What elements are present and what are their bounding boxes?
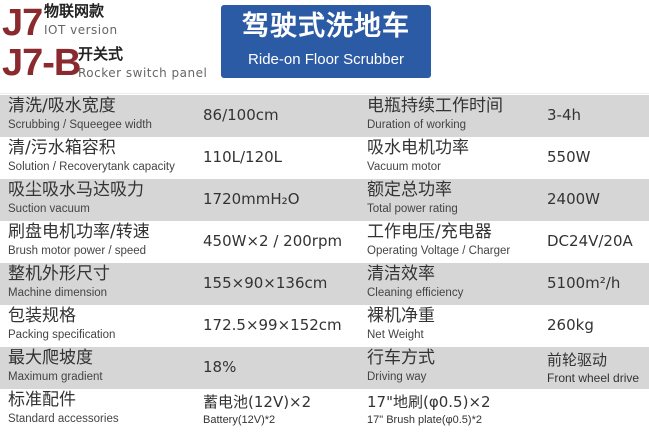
spec-value-left: 155×90×136cm — [203, 274, 328, 292]
spec-value-left-cn: 蓄电池(12V)×2 — [203, 393, 312, 411]
model-j7-en: IOT version — [44, 23, 118, 37]
spec-label-right-en: Driving way — [367, 371, 427, 383]
spec-value-right-cn: 17"地刷(φ0.5)×2 — [367, 393, 491, 411]
title-en: Ride-on Floor Scrubber — [248, 51, 404, 68]
label-en: Scrubbing / Squeegee width — [8, 119, 152, 131]
spec-value-left: 172.5×99×152cm — [203, 316, 342, 334]
spec-value-right: 2400W — [547, 190, 601, 208]
model-code-j7: J7 — [2, 2, 43, 44]
spec-label-right-cn: 工作电压/充电器 — [367, 222, 492, 242]
spec-value-right: 260kg — [547, 316, 594, 334]
spec-value-left: 1720mmH₂O — [203, 190, 300, 208]
spec-row: 标准配件 Standard accessories 蓄电池(12V)×2 Batter… — [0, 389, 649, 431]
spec-row: 清洗/吸水宽度 Scrubbing / Squeegee width 86/100c… — [0, 95, 649, 137]
spec-row: 整机外形尺寸 Machine dimension 155×90×136cm 清洁效率 C… — [0, 263, 649, 305]
label-cn: 整机外形尺寸 — [8, 264, 110, 284]
label-cn: 标准配件 — [8, 390, 76, 410]
spec-label-right-cn: 裸机净重 — [367, 306, 435, 326]
spec-row: 包装规格 Packing specification 172.5×99×152cm 裸… — [0, 305, 649, 347]
spec-row: 清/污水箱容积 Solution / Recoverytank capacity 1… — [0, 137, 649, 179]
title-cn: 驾驶式洗地车 — [242, 11, 410, 42]
spec-label-right-cn: 电瓶持续工作时间 — [367, 96, 503, 116]
label-en: Packing specification — [8, 329, 116, 341]
spec-row: 刷盘电机功率/转速 Brush motor power / speed 450W×2… — [0, 221, 649, 263]
model-j7b-en: Rocker switch panel — [78, 66, 208, 80]
divider — [0, 93, 649, 94]
model-j7b-cn: 开关式 — [78, 45, 124, 63]
spec-label-right-cn: 吸水电机功率 — [367, 138, 469, 158]
spec-row: 吸尘吸水马达吸力 Suction vacuum 1720mmH₂O 额定总功率 Tota… — [0, 179, 649, 221]
label-en: Suction vacuum — [8, 203, 90, 215]
label-en: Standard accessories — [8, 413, 119, 425]
label-cn: 清/污水箱容积 — [8, 138, 116, 158]
title-banner: 驾驶式洗地车 Ride-on Floor Scrubber — [221, 5, 431, 78]
spec-row: 最大爬坡度 Maximum gradient 18% 行车方式 Driving way 前… — [0, 347, 649, 389]
label-en: Solution / Recoverytank capacity — [8, 161, 175, 173]
model-code-j7b: J7-B — [2, 42, 81, 84]
spec-table: 清洗/吸水宽度 Scrubbing / Squeegee width 86/100c… — [0, 95, 649, 431]
spec-label-right-en: Cleaning efficiency — [367, 287, 464, 299]
spec-label-right-en: Net Weight — [367, 329, 424, 341]
spec-value-right: DC24V/20A — [547, 232, 633, 250]
label-cn: 包装规格 — [8, 306, 76, 326]
spec-value-left: 86/100cm — [203, 106, 279, 124]
spec-label-right-cn: 额定总功率 — [367, 180, 452, 200]
label-en: Machine dimension — [8, 287, 108, 299]
spec-label-right-cn: 行车方式 — [367, 348, 435, 368]
spec-value-left: 18% — [203, 358, 237, 376]
spec-value-right-cn: 前轮驱动 — [547, 351, 608, 369]
label-en: Maximum gradient — [8, 371, 103, 383]
spec-value-right: 5100m²/h — [547, 274, 621, 292]
label-en: Brush motor power / speed — [8, 245, 147, 257]
spec-label-right-en: Operating Voltage / Charger — [367, 245, 511, 257]
label-cn: 吸尘吸水马达吸力 — [8, 180, 144, 200]
spec-label-right-en: Duration of working — [367, 119, 467, 131]
spec-value-right-en: 17" Brush plate(φ0.5)*2 — [367, 414, 482, 426]
label-cn: 刷盘电机功率/转速 — [8, 222, 150, 242]
label-cn: 最大爬坡度 — [8, 348, 93, 368]
label-cn: 清洗/吸水宽度 — [8, 96, 116, 116]
spec-value-left: 110L/120L — [203, 148, 283, 166]
spec-value-right: 550W — [547, 148, 591, 166]
spec-label-right-en: Total power rating — [367, 203, 458, 215]
spec-value-right: 3-4h — [547, 106, 582, 124]
spec-value-left-en: Battery(12V)*2 — [203, 414, 276, 426]
spec-label-right-cn: 清洁效率 — [367, 264, 435, 284]
spec-value-right-en: Front wheel drive — [547, 371, 640, 385]
model-j7-cn: 物联网款 — [44, 2, 105, 20]
spec-label-right-en: Vacuum motor — [367, 161, 441, 173]
spec-value-left: 450W×2 / 200rpm — [203, 232, 343, 250]
